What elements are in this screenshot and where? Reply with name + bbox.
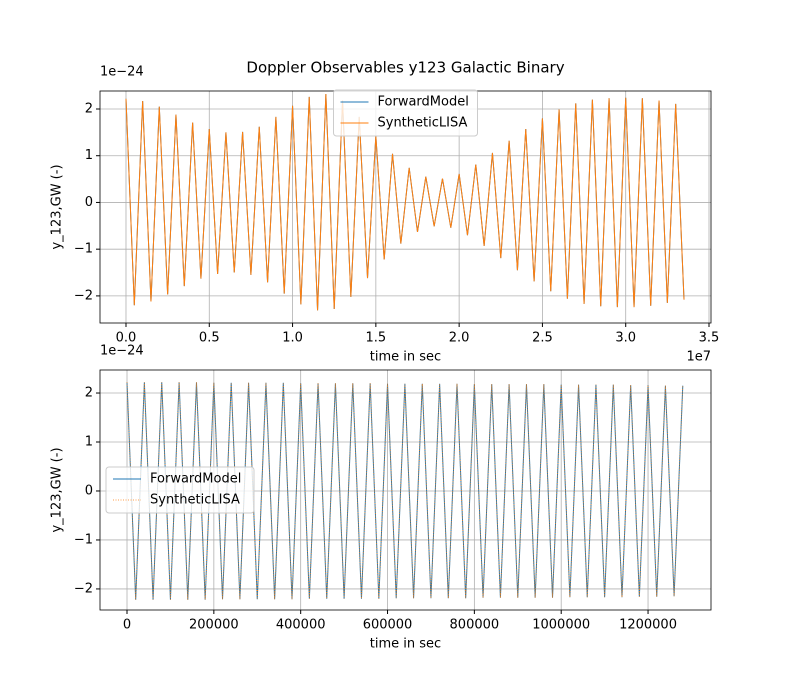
y-axis-label: y_123,GW (-) xyxy=(50,447,65,532)
legend-box xyxy=(333,89,478,137)
x-tick-label: 800000 xyxy=(450,618,500,633)
x-tick-label: 0.5 xyxy=(199,331,220,346)
x-tick-label: 1.0 xyxy=(282,331,303,346)
y-tick-label: −1 xyxy=(74,532,93,547)
x-tick-label: 2.0 xyxy=(449,331,470,346)
x-tick-label: 1200000 xyxy=(619,618,677,633)
legend-label: SyntheticLISA xyxy=(378,116,468,131)
y-tick-label: 2 xyxy=(85,386,93,401)
x-tick-label: 600000 xyxy=(363,618,413,633)
legend-label: ForwardModel xyxy=(378,95,469,110)
x-tick-label: 0.0 xyxy=(116,331,137,346)
series-line xyxy=(125,94,685,311)
y-offset-label: 1e−24 xyxy=(100,65,144,80)
x-tick-label: 3.5 xyxy=(699,331,720,346)
x-tick-label: 2.5 xyxy=(532,331,553,346)
y-tick-label: 0 xyxy=(85,483,93,498)
x-axis-label: time in sec xyxy=(370,637,441,652)
x-tick-label: 200000 xyxy=(189,618,239,633)
x-tick-label: 0 xyxy=(123,618,131,633)
legend-label: SyntheticLISA xyxy=(150,493,240,508)
x-tick-label: 1000000 xyxy=(532,618,590,633)
series-line xyxy=(126,382,684,600)
y-axis-label: y_123,GW (-) xyxy=(50,164,65,249)
y-offset-label: 1e−24 xyxy=(100,344,144,359)
legend-box xyxy=(105,466,255,514)
chart-title: Doppler Observables y123 Galactic Binary xyxy=(246,59,564,77)
y-tick-label: −2 xyxy=(74,581,93,596)
y-tick-label: 0 xyxy=(85,195,93,210)
x-tick-label: 3.0 xyxy=(615,331,636,346)
y-tick-label: 2 xyxy=(85,101,93,116)
x-tick-label: 1.5 xyxy=(366,331,387,346)
y-tick-label: −2 xyxy=(74,288,93,303)
y-tick-label: −1 xyxy=(74,242,93,257)
x-axis-label: time in sec xyxy=(370,350,441,365)
y-tick-label: 1 xyxy=(85,148,93,163)
x-offset-label: 1e7 xyxy=(686,350,711,365)
y-tick-label: 1 xyxy=(85,435,93,450)
legend-label: ForwardModel xyxy=(150,472,241,487)
x-tick-label: 400000 xyxy=(276,618,326,633)
axes-frame xyxy=(99,369,712,611)
